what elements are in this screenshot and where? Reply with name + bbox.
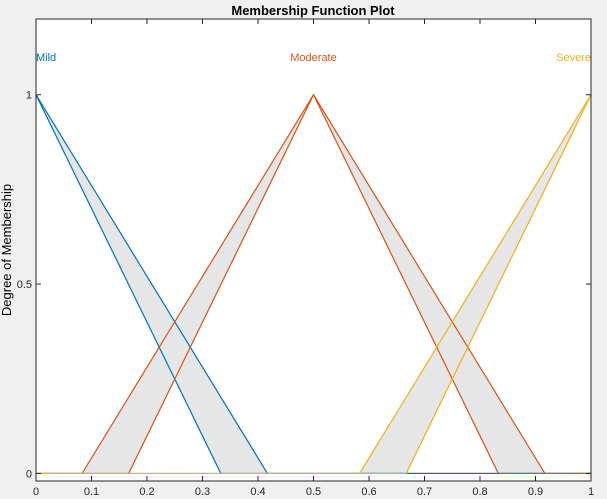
mf-label-moderate: Moderate bbox=[290, 52, 336, 64]
membership-function-labels: Mild Moderate Severe bbox=[36, 52, 591, 64]
x-tick-label: 0.9 bbox=[528, 486, 543, 498]
y-tick-label: 0.5 bbox=[17, 279, 32, 291]
x-tick-label: 0.3 bbox=[195, 486, 210, 498]
x-tick-label: 0.2 bbox=[139, 486, 154, 498]
x-tick-label: 0 bbox=[33, 486, 39, 498]
y-tick-label: 1 bbox=[26, 90, 32, 102]
x-axis: 0 0.1 0.2 0.3 0.4 0.5 0.6 0.7 0.8 0.9 1 bbox=[33, 19, 594, 498]
chart-title: Membership Function Plot bbox=[231, 3, 395, 18]
x-tick-label: 0.6 bbox=[361, 486, 376, 498]
mf-label-severe: Severe bbox=[556, 52, 591, 64]
x-tick-label: 1 bbox=[588, 486, 594, 498]
y-axis: 00.51 bbox=[17, 90, 591, 480]
x-tick-label: 0.5 bbox=[306, 486, 321, 498]
mf-label-mild: Mild bbox=[36, 52, 56, 64]
y-tick-label: 0 bbox=[26, 468, 32, 480]
y-axis-label: Degree of Membership bbox=[0, 184, 14, 316]
x-tick-label: 0.7 bbox=[417, 486, 432, 498]
x-tick-label: 0.1 bbox=[84, 486, 99, 498]
x-tick-label: 0.8 bbox=[472, 486, 487, 498]
lower-membership-line-severe bbox=[36, 94, 592, 475]
membership-lines-layer bbox=[35, 94, 592, 475]
x-tick-label: 0.4 bbox=[250, 486, 265, 498]
